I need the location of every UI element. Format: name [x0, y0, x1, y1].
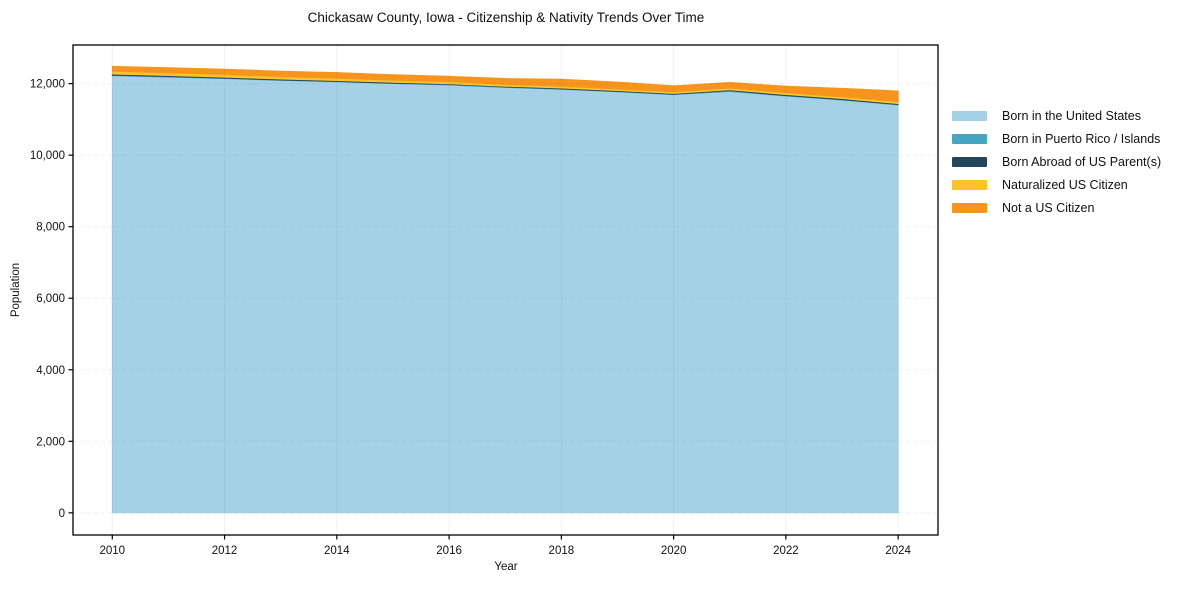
legend-label: Born in Puerto Rico / Islands	[1002, 131, 1161, 146]
area-series-0	[111, 75, 899, 514]
legend: Born in the United States Born in Puerto …	[952, 104, 1162, 219]
legend-label: Born Abroad of US Parent(s)	[1002, 154, 1162, 169]
legend-item: Naturalized US Citizen	[952, 173, 1161, 196]
y-tick-label: 10,000	[30, 150, 65, 162]
legend-item: Born in the United States	[952, 104, 1161, 127]
x-tick-label: 2014	[324, 545, 350, 557]
y-tick-label: 6,000	[36, 293, 65, 305]
legend-label: Naturalized US Citizen	[1002, 177, 1128, 192]
x-tick-label: 2010	[99, 545, 125, 557]
y-tick-label: 8,000	[36, 222, 65, 234]
legend-swatch-icon	[952, 133, 987, 144]
legend-swatch-icon	[952, 202, 987, 213]
x-tick-label: 2018	[549, 545, 575, 557]
y-tick-label: 2,000	[36, 436, 65, 448]
legend-item: Not a US Citizen	[952, 196, 1161, 219]
x-tick-label: 2016	[436, 545, 462, 557]
x-tick-label: 2020	[661, 545, 687, 557]
y-tick-label: 4,000	[36, 365, 65, 377]
legend-item: Born Abroad of US Parent(s)	[952, 150, 1161, 173]
legend-swatch-icon	[952, 110, 987, 121]
legend-swatch-icon	[952, 156, 987, 167]
legend-label: Not a US Citizen	[1002, 200, 1095, 215]
plot-border	[72, 44, 939, 536]
x-tick-label: 2022	[773, 545, 799, 557]
x-axis-label: Year	[494, 561, 518, 573]
legend-label: Born in the United States	[1002, 108, 1141, 123]
legend-item: Born in Puerto Rico / Islands	[952, 127, 1161, 150]
x-tick-label: 2012	[212, 545, 238, 557]
legend-swatch-icon	[952, 179, 987, 190]
y-tick-label: 12,000	[30, 79, 65, 91]
x-tick-label: 2024	[885, 545, 911, 557]
chart-title: Chickasaw County, Iowa - Citizenship & N…	[307, 10, 705, 25]
area-series-4	[111, 65, 899, 103]
y-tick-label: 0	[59, 508, 65, 520]
